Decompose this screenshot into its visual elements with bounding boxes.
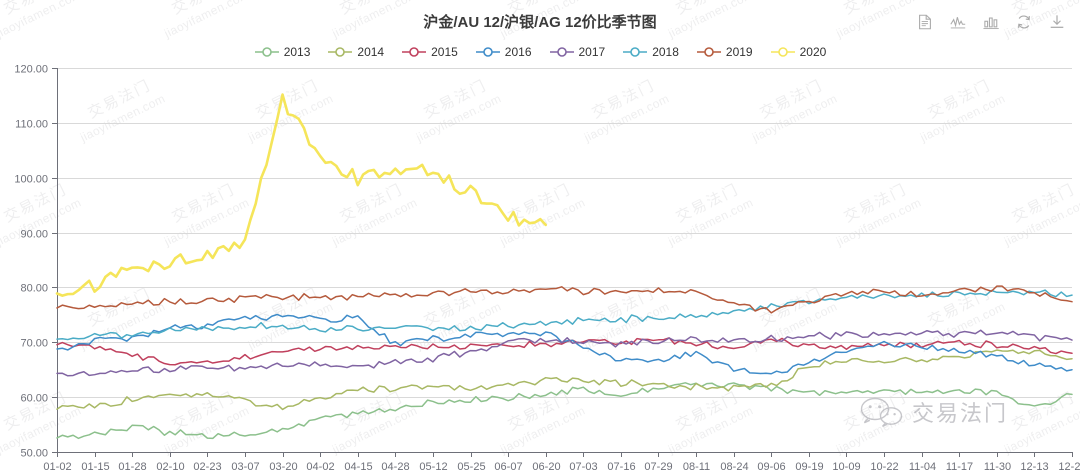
legend-item-2016[interactable]: 2016 xyxy=(475,45,532,59)
x-axis-label: 07-29 xyxy=(644,461,672,473)
x-axis-label: 06-07 xyxy=(494,461,522,473)
x-axis-label: 01-28 xyxy=(118,461,146,473)
refresh-icon[interactable] xyxy=(1015,13,1033,31)
x-axis-label: 05-12 xyxy=(419,461,447,473)
legend-item-2020[interactable]: 2020 xyxy=(770,45,827,59)
legend-label: 2017 xyxy=(578,45,606,59)
y-axis-label: 120.00 xyxy=(14,64,48,76)
legend-item-2017[interactable]: 2017 xyxy=(549,45,606,59)
x-axis-label: 04-02 xyxy=(306,461,334,473)
legend-marker-icon xyxy=(623,47,648,57)
x-axis-label: 07-03 xyxy=(569,461,597,473)
x-axis-label: 08-11 xyxy=(683,461,710,473)
x-axis-label: 04-15 xyxy=(344,461,372,473)
legend-item-2014[interactable]: 2014 xyxy=(327,45,384,59)
y-axis-label: 50.00 xyxy=(20,448,48,460)
x-axis-label: 01-02 xyxy=(43,461,71,473)
x-axis-label: 07-16 xyxy=(607,461,635,473)
x-axis-label: 01-15 xyxy=(81,461,109,473)
x-axis-label: 09-06 xyxy=(757,461,785,473)
y-axis-label: 70.00 xyxy=(20,338,48,350)
legend-marker-icon xyxy=(549,47,574,57)
series-line-2018 xyxy=(56,289,1073,341)
bar-chart-icon[interactable] xyxy=(982,13,1000,31)
x-axis-label: 02-10 xyxy=(156,461,184,473)
series-line-2013 xyxy=(56,382,1073,440)
x-axis-label: 09-19 xyxy=(795,461,823,473)
x-axis-label: 12-26 xyxy=(1058,461,1080,473)
series-line-2020 xyxy=(55,93,547,297)
legend-item-2019[interactable]: 2019 xyxy=(696,45,753,59)
y-axis-label: 80.00 xyxy=(20,283,48,295)
legend-marker-icon xyxy=(475,47,500,57)
x-axis-label: 10-09 xyxy=(832,461,860,473)
x-axis-label: 10-22 xyxy=(870,461,898,473)
legend-marker-icon xyxy=(696,47,721,57)
series-line-2014 xyxy=(56,349,1073,411)
y-axis-label: 90.00 xyxy=(20,229,48,241)
x-axis-label: 02-23 xyxy=(193,461,221,473)
x-axis-label: 03-07 xyxy=(231,461,259,473)
x-axis-label: 12-13 xyxy=(1020,461,1048,473)
x-axis-label: 11-04 xyxy=(909,461,936,473)
x-axis-label: 05-25 xyxy=(457,461,485,473)
legend-label: 2016 xyxy=(504,45,532,59)
legend-item-2013[interactable]: 2013 xyxy=(254,45,311,59)
data-view-icon[interactable] xyxy=(916,13,934,31)
line-chart-icon[interactable] xyxy=(949,13,967,31)
x-axis-label: 11-30 xyxy=(984,461,1011,473)
legend-item-2015[interactable]: 2015 xyxy=(401,45,458,59)
series-line-2016 xyxy=(56,313,1073,375)
x-axis-label: 03-20 xyxy=(269,461,297,473)
brand-name: 交易法门 xyxy=(911,401,1008,426)
legend-marker-icon xyxy=(770,47,795,57)
y-axis-label: 60.00 xyxy=(20,393,48,405)
legend-item-2018[interactable]: 2018 xyxy=(622,45,679,59)
chart-toolbar xyxy=(916,13,1066,31)
x-axis-label: 11-17 xyxy=(946,461,973,473)
legend-label: 2013 xyxy=(283,45,311,59)
legend-marker-icon xyxy=(254,47,279,57)
legend-label: 2020 xyxy=(799,45,827,59)
series-line-2019 xyxy=(56,285,1073,314)
chart-legend: 2013 2014 2015 2016 2017 2018 2019 2020 xyxy=(0,45,1080,59)
brand-logo: 交易法门 xyxy=(860,396,1008,428)
legend-label: 2015 xyxy=(431,45,458,59)
legend-marker-icon xyxy=(328,47,353,57)
legend-marker-icon xyxy=(402,47,427,57)
x-axis-label: 04-28 xyxy=(381,461,409,473)
page-title: 沪金/AU 12/沪银/AG 12价比季节图 xyxy=(423,14,657,31)
x-axis-label: 06-20 xyxy=(532,461,560,473)
y-axis-label: 110.00 xyxy=(15,119,48,131)
legend-label: 2019 xyxy=(725,45,753,59)
download-icon[interactable] xyxy=(1048,13,1066,31)
y-axis-label: 100.00 xyxy=(14,174,48,186)
wechat-icon xyxy=(860,397,903,427)
legend-label: 2014 xyxy=(357,45,385,59)
series-line-2017 xyxy=(56,329,1073,377)
legend-label: 2018 xyxy=(652,45,679,59)
series-line-2015 xyxy=(56,337,1073,366)
x-axis-label: 08-24 xyxy=(720,461,748,473)
